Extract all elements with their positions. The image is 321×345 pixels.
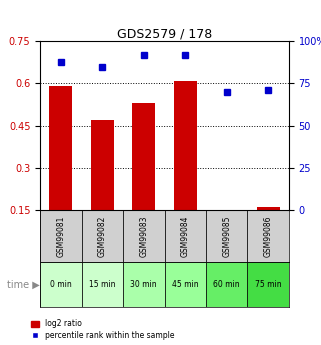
Bar	[247, 210, 289, 262]
Bar	[165, 262, 206, 307]
Bar	[206, 262, 247, 307]
Bar	[165, 210, 206, 262]
Legend: log2 ratio, percentile rank within the sample: log2 ratio, percentile rank within the s…	[30, 318, 176, 341]
Bar	[257, 207, 280, 210]
Bar	[132, 103, 155, 210]
Text: GSM99085: GSM99085	[222, 215, 231, 257]
Bar	[82, 262, 123, 307]
Bar	[247, 262, 289, 307]
Bar	[40, 210, 82, 262]
Text: GSM99083: GSM99083	[139, 215, 148, 257]
Bar	[49, 86, 72, 210]
Bar	[91, 120, 114, 210]
Text: GSM99084: GSM99084	[181, 215, 190, 257]
Bar	[123, 210, 165, 262]
Bar	[123, 262, 165, 307]
Bar	[82, 210, 123, 262]
Text: 75 min: 75 min	[255, 280, 282, 289]
Text: 60 min: 60 min	[213, 280, 240, 289]
Bar	[206, 210, 247, 262]
Text: 45 min: 45 min	[172, 280, 199, 289]
Text: 30 min: 30 min	[130, 280, 157, 289]
Text: 0 min: 0 min	[50, 280, 72, 289]
Text: 15 min: 15 min	[89, 280, 116, 289]
Text: GSM99082: GSM99082	[98, 215, 107, 257]
Text: GSM99081: GSM99081	[56, 215, 65, 257]
Text: GSM99086: GSM99086	[264, 215, 273, 257]
Title: GDS2579 / 178: GDS2579 / 178	[117, 27, 212, 40]
Bar	[40, 262, 82, 307]
Bar	[174, 81, 197, 210]
Text: time ▶: time ▶	[7, 280, 40, 290]
